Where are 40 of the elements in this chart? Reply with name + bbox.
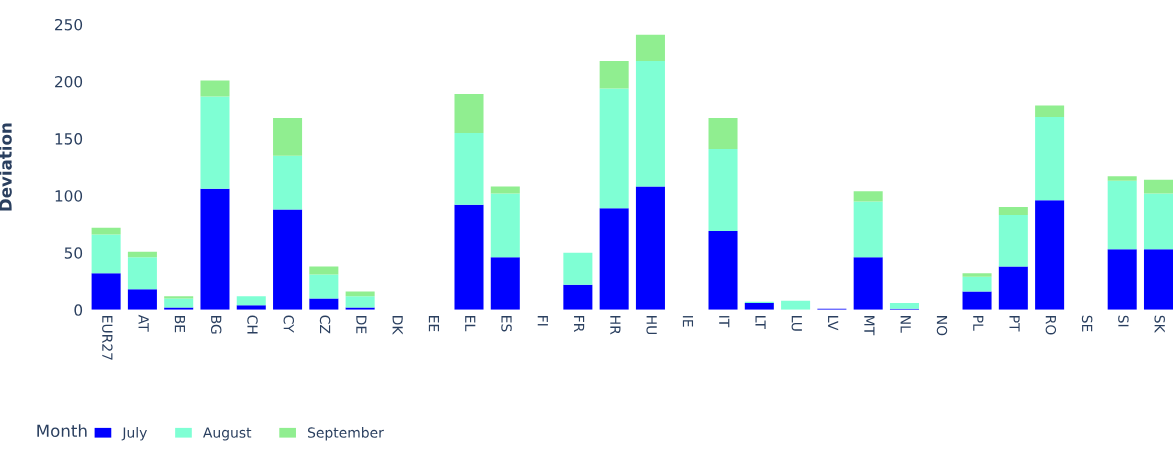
x-tick-label: DK [392, 316, 403, 335]
x-tick-label: SI [1118, 315, 1129, 327]
legend-label: September [308, 427, 384, 441]
legend-label: August [203, 427, 252, 441]
x-tick-label: ES [501, 316, 512, 332]
x-tick-label: DE [356, 316, 367, 334]
x-tick-label: IT [719, 316, 730, 328]
x-tick-label: LT [755, 316, 766, 330]
x-tick-label: PT [1009, 316, 1020, 332]
x-tick-label: EL [465, 316, 476, 332]
x-tick-label: CH [247, 315, 258, 334]
x-tick-label: LU [791, 316, 802, 331]
x-tick-label: HU [646, 316, 657, 335]
y-tick-label: 50 [64, 247, 83, 259]
x-tick-label: EUR27 [102, 316, 113, 360]
x-tick-label: IE [682, 316, 694, 327]
x-tick-label: FI [537, 316, 548, 326]
x-tick-label: AT [138, 314, 149, 332]
x-tick-label: CY [283, 315, 295, 333]
x-tick-label: HR [610, 316, 621, 335]
x-tick-label: BE [174, 316, 185, 333]
x-tick-label: BG [210, 316, 222, 334]
y-tick-label: 250 [55, 18, 83, 31]
x-tick-label: NO [936, 316, 948, 336]
legend-title: Month [37, 424, 87, 438]
x-tick-label: NL [900, 316, 911, 333]
y-tick-label: 0 [74, 304, 83, 316]
x-tick-label: EE [428, 316, 440, 332]
x-tick-label: SE [1081, 315, 1093, 332]
x-tick-label: RO [1045, 316, 1057, 335]
legend-label: July [121, 427, 147, 441]
x-tick-label: LV [828, 316, 839, 331]
y-tick-label: 100 [55, 190, 83, 202]
x-tick-label: CZ [319, 315, 331, 334]
x-tick-label: FR [574, 316, 585, 332]
x-tick-label: MT [864, 316, 875, 336]
x-tick-label: PL [973, 316, 984, 331]
y-tick-label: 150 [55, 133, 83, 145]
y-tick-label: 200 [55, 76, 83, 88]
x-tick-label: SK [1154, 315, 1165, 333]
